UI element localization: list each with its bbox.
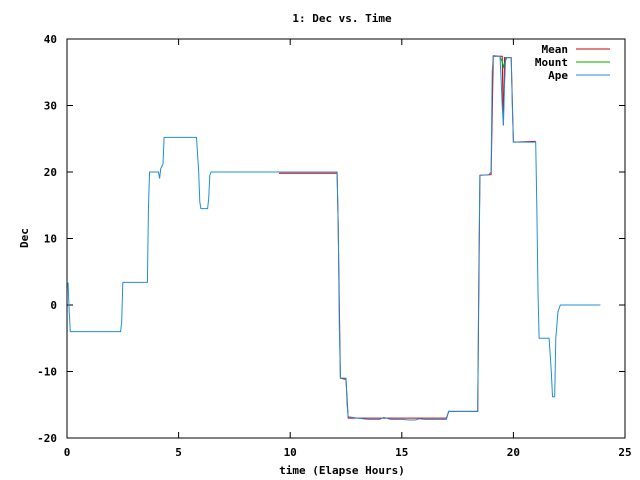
y-tick-label: -20 xyxy=(37,432,57,445)
x-tick-label: 10 xyxy=(284,446,297,459)
legend-label-mount: Mount xyxy=(535,56,568,69)
x-tick-label: 5 xyxy=(175,446,182,459)
series-layer xyxy=(66,55,601,421)
y-tick-label: -10 xyxy=(37,366,57,379)
y-tick-label: 30 xyxy=(44,100,57,113)
y-tick-label: 10 xyxy=(44,233,57,246)
x-tick-label: 0 xyxy=(64,446,71,459)
chart-title: 1: Dec vs. Time xyxy=(292,12,392,25)
y-tick-label: 20 xyxy=(44,166,57,179)
y-tick-label: 0 xyxy=(50,299,57,312)
y-tick-label: 40 xyxy=(44,33,57,46)
x-axis-label: time (Elapse Hours) xyxy=(279,464,405,477)
x-tick-label: 15 xyxy=(395,446,408,459)
series-line-ape xyxy=(66,55,601,421)
y-axis-label: Dec xyxy=(18,228,31,248)
legend-label-mean: Mean xyxy=(542,43,569,56)
axes: 0 5 10 15 20 25 -20 -10 0 10 20 30 40 xyxy=(37,33,632,459)
x-tick-label: 20 xyxy=(507,446,520,459)
x-tick-label: 25 xyxy=(618,446,631,459)
legend-label-ape: Ape xyxy=(548,69,568,82)
